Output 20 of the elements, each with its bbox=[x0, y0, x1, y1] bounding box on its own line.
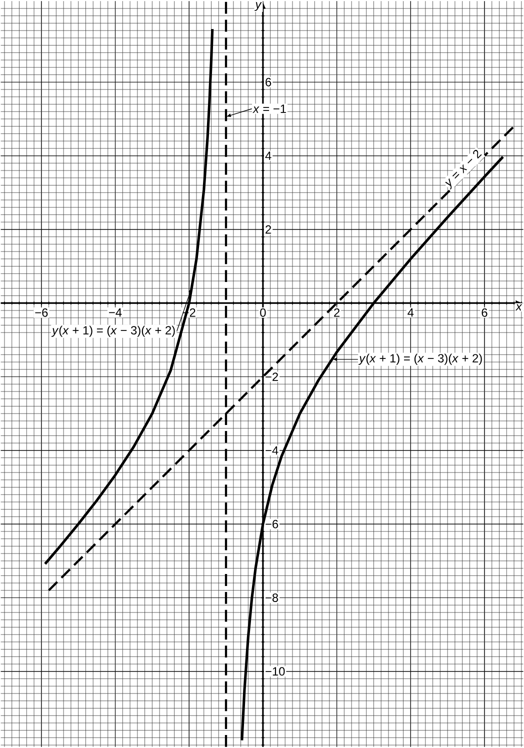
y-tick-label: 6 bbox=[266, 78, 272, 86]
y-tick-label: 4 bbox=[265, 152, 272, 160]
legend-label: y(x + 1) = (x − 3)(x + 2) bbox=[358, 354, 482, 365]
x-tick-label: 6 bbox=[482, 308, 488, 317]
y-tick-label: −8 bbox=[266, 594, 278, 602]
x-tick-label: −6 bbox=[35, 308, 48, 317]
series-label: y(x + 1) = (x − 3)(x + 2) bbox=[51, 326, 175, 337]
y-tick-label: −10 bbox=[266, 667, 285, 676]
ref-line-label: x = −1 bbox=[252, 104, 286, 113]
x-tick-label: 4 bbox=[408, 308, 414, 317]
x-tick-label: 2 bbox=[334, 308, 340, 317]
y-tick-label: −6 bbox=[266, 520, 278, 528]
y-tick-label: 2 bbox=[266, 225, 272, 234]
x-tick-label: 0 bbox=[260, 308, 266, 317]
y-tick-label: −2 bbox=[266, 372, 278, 381]
x-axis-title: x bbox=[515, 304, 522, 310]
y-tick-label: −4 bbox=[266, 446, 278, 455]
text: y = x − 2 bbox=[445, 150, 482, 190]
y-axis-title: y bbox=[254, 2, 262, 11]
x-tick-label: −4 bbox=[109, 308, 122, 317]
